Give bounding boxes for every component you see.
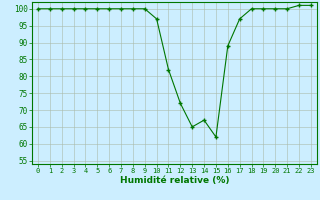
X-axis label: Humidité relative (%): Humidité relative (%) [120,176,229,185]
